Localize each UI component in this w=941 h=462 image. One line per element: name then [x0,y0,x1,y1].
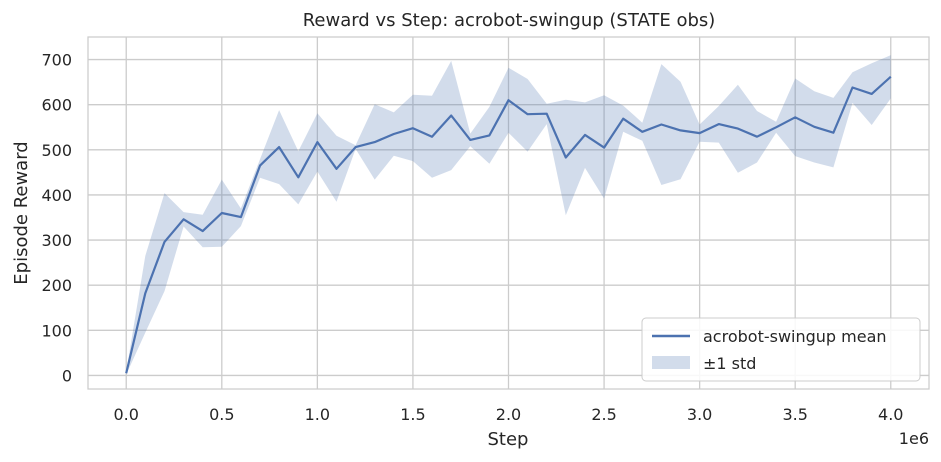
y-tick-label: 0 [62,366,72,385]
legend-band-label: ±1 std [703,354,756,373]
y-tick-labels: 0 100 200 300 400 500 600 700 [41,51,72,386]
x-tick-label: 3.0 [687,405,712,424]
x-tick-label: 0.5 [209,405,234,424]
legend-box [641,317,921,382]
mean-line [125,75,892,374]
y-tick-label: 600 [41,96,72,115]
x-tick-label: 1.0 [305,405,330,424]
y-tick-label: 200 [41,276,72,295]
y-tick-label: 500 [41,141,72,160]
legend: acrobot-swingup mean ±1 std [641,317,921,382]
y-axis-title: Episode Reward [11,141,32,284]
x-tick-label: 2.0 [496,405,521,424]
x-tick-label: 4.0 [878,405,903,424]
y-tick-label: 300 [41,231,72,250]
plot-frame [87,36,930,390]
chart-title: Reward vs Step: acrobot-swingup (STATE o… [303,10,716,31]
y-tick-label: 100 [41,321,72,340]
x-tick-label: 0.0 [114,405,139,424]
x-axis-multiplier: 1e6 [899,429,929,448]
std-band-layer [126,55,891,375]
x-tick-label: 1.5 [400,405,425,424]
std-band [126,55,891,375]
x-axis-title: Step [488,429,529,450]
x-tick-labels: 0.0 0.5 1.0 1.5 2.0 2.5 3.0 3.5 4.0 [114,405,904,424]
y-tick-label: 700 [41,51,72,70]
legend-band-swatch [652,356,690,369]
y-tick-label: 400 [41,186,72,205]
x-tick-label: 2.5 [591,405,616,424]
mean-line-layer [125,75,892,374]
x-tick-label: 3.5 [782,405,807,424]
legend-mean-label: acrobot-swingup mean [703,327,887,346]
